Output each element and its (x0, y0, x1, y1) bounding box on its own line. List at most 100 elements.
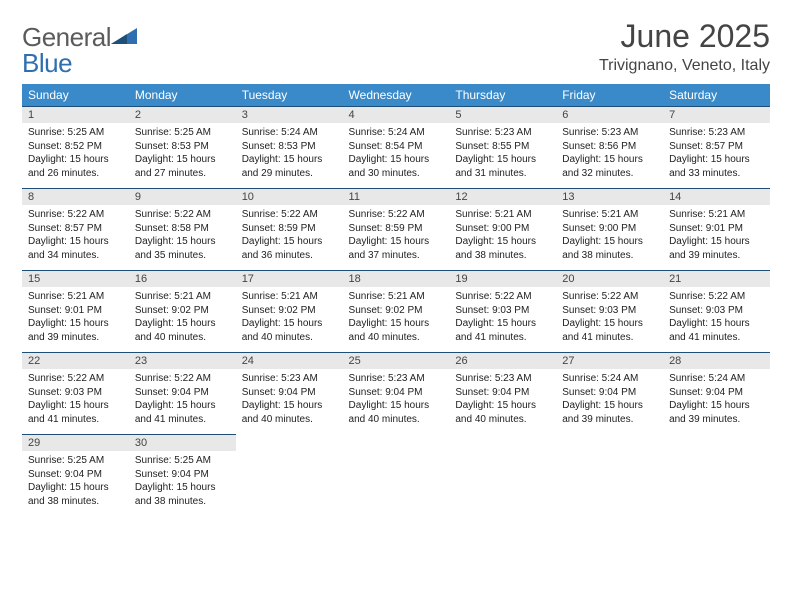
sunrise-text: Sunrise: 5:24 AM (349, 126, 444, 140)
daylight-text: Daylight: 15 hours and 39 minutes. (669, 235, 764, 262)
daylight-text: Daylight: 15 hours and 31 minutes. (455, 153, 550, 180)
day-info-cell (449, 451, 556, 516)
sunrise-text: Sunrise: 5:21 AM (349, 290, 444, 304)
header: General Blue June 2025 Trivignano, Venet… (22, 18, 770, 76)
daylight-text: Daylight: 15 hours and 41 minutes. (562, 317, 657, 344)
day-info-cell: Sunrise: 5:21 AMSunset: 9:02 PMDaylight:… (236, 287, 343, 353)
day-info-row: Sunrise: 5:25 AMSunset: 9:04 PMDaylight:… (22, 451, 770, 516)
sunset-text: Sunset: 9:00 PM (562, 222, 657, 236)
sunrise-text: Sunrise: 5:24 AM (242, 126, 337, 140)
day-number-cell: 16 (129, 271, 236, 288)
sunset-text: Sunset: 8:56 PM (562, 140, 657, 154)
sunrise-text: Sunrise: 5:25 AM (135, 454, 230, 468)
sunset-text: Sunset: 9:01 PM (28, 304, 123, 318)
sunrise-text: Sunrise: 5:23 AM (562, 126, 657, 140)
day-header: Wednesday (343, 84, 450, 107)
day-header: Saturday (663, 84, 770, 107)
day-header: Thursday (449, 84, 556, 107)
sunset-text: Sunset: 8:53 PM (135, 140, 230, 154)
day-number-cell: 30 (129, 435, 236, 452)
sunrise-text: Sunrise: 5:21 AM (562, 208, 657, 222)
daylight-text: Daylight: 15 hours and 30 minutes. (349, 153, 444, 180)
day-info-cell: Sunrise: 5:22 AMSunset: 8:58 PMDaylight:… (129, 205, 236, 271)
sunset-text: Sunset: 8:53 PM (242, 140, 337, 154)
day-info-cell: Sunrise: 5:24 AMSunset: 9:04 PMDaylight:… (663, 369, 770, 435)
day-number-cell: 10 (236, 189, 343, 206)
day-info-cell: Sunrise: 5:25 AMSunset: 9:04 PMDaylight:… (129, 451, 236, 516)
sunset-text: Sunset: 9:03 PM (562, 304, 657, 318)
daylight-text: Daylight: 15 hours and 36 minutes. (242, 235, 337, 262)
sunset-text: Sunset: 9:04 PM (455, 386, 550, 400)
day-info-cell: Sunrise: 5:22 AMSunset: 9:03 PMDaylight:… (449, 287, 556, 353)
sunset-text: Sunset: 9:04 PM (349, 386, 444, 400)
daylight-text: Daylight: 15 hours and 41 minutes. (28, 399, 123, 426)
day-number-row: 891011121314 (22, 189, 770, 206)
day-number-cell: 17 (236, 271, 343, 288)
sunset-text: Sunset: 9:04 PM (669, 386, 764, 400)
daylight-text: Daylight: 15 hours and 38 minutes. (135, 481, 230, 508)
sunset-text: Sunset: 9:02 PM (242, 304, 337, 318)
sunrise-text: Sunrise: 5:23 AM (455, 126, 550, 140)
daylight-text: Daylight: 15 hours and 41 minutes. (669, 317, 764, 344)
sunset-text: Sunset: 8:55 PM (455, 140, 550, 154)
sunrise-text: Sunrise: 5:24 AM (562, 372, 657, 386)
day-info-cell: Sunrise: 5:21 AMSunset: 9:00 PMDaylight:… (556, 205, 663, 271)
sunset-text: Sunset: 9:04 PM (28, 468, 123, 482)
calendar-table: Sunday Monday Tuesday Wednesday Thursday… (22, 84, 770, 516)
day-info-cell: Sunrise: 5:22 AMSunset: 8:59 PMDaylight:… (236, 205, 343, 271)
sunrise-text: Sunrise: 5:22 AM (562, 290, 657, 304)
day-number-cell: 5 (449, 107, 556, 124)
sunrise-text: Sunrise: 5:23 AM (669, 126, 764, 140)
day-info-cell: Sunrise: 5:21 AMSunset: 9:01 PMDaylight:… (22, 287, 129, 353)
sunrise-text: Sunrise: 5:25 AM (28, 126, 123, 140)
sunrise-text: Sunrise: 5:22 AM (455, 290, 550, 304)
day-number-cell: 6 (556, 107, 663, 124)
daylight-text: Daylight: 15 hours and 40 minutes. (135, 317, 230, 344)
day-info-cell: Sunrise: 5:23 AMSunset: 9:04 PMDaylight:… (343, 369, 450, 435)
daylight-text: Daylight: 15 hours and 32 minutes. (562, 153, 657, 180)
daylight-text: Daylight: 15 hours and 41 minutes. (135, 399, 230, 426)
day-number-row: 2930 (22, 435, 770, 452)
day-header: Sunday (22, 84, 129, 107)
sunrise-text: Sunrise: 5:22 AM (135, 208, 230, 222)
day-info-cell: Sunrise: 5:23 AMSunset: 8:55 PMDaylight:… (449, 123, 556, 189)
sunrise-text: Sunrise: 5:21 AM (669, 208, 764, 222)
day-info-cell: Sunrise: 5:21 AMSunset: 9:00 PMDaylight:… (449, 205, 556, 271)
daylight-text: Daylight: 15 hours and 39 minutes. (669, 399, 764, 426)
sunrise-text: Sunrise: 5:21 AM (135, 290, 230, 304)
sunset-text: Sunset: 8:52 PM (28, 140, 123, 154)
day-number-cell: 3 (236, 107, 343, 124)
daylight-text: Daylight: 15 hours and 29 minutes. (242, 153, 337, 180)
day-info-cell: Sunrise: 5:24 AMSunset: 8:53 PMDaylight:… (236, 123, 343, 189)
day-info-cell: Sunrise: 5:22 AMSunset: 9:03 PMDaylight:… (556, 287, 663, 353)
sunrise-text: Sunrise: 5:22 AM (28, 208, 123, 222)
sunrise-text: Sunrise: 5:23 AM (242, 372, 337, 386)
day-number-cell: 4 (343, 107, 450, 124)
sunrise-text: Sunrise: 5:22 AM (669, 290, 764, 304)
day-header: Tuesday (236, 84, 343, 107)
day-number-cell: 1 (22, 107, 129, 124)
logo: General Blue (22, 24, 137, 76)
sunset-text: Sunset: 8:57 PM (28, 222, 123, 236)
day-number-cell: 27 (556, 353, 663, 370)
sunset-text: Sunset: 9:01 PM (669, 222, 764, 236)
day-info-cell: Sunrise: 5:21 AMSunset: 9:02 PMDaylight:… (343, 287, 450, 353)
logo-word-2: Blue (22, 48, 72, 78)
day-info-cell (663, 451, 770, 516)
day-number-cell: 20 (556, 271, 663, 288)
sunrise-text: Sunrise: 5:21 AM (28, 290, 123, 304)
day-number-cell: 8 (22, 189, 129, 206)
day-info-cell: Sunrise: 5:23 AMSunset: 9:04 PMDaylight:… (236, 369, 343, 435)
day-info-row: Sunrise: 5:22 AMSunset: 8:57 PMDaylight:… (22, 205, 770, 271)
sunset-text: Sunset: 9:04 PM (135, 386, 230, 400)
day-info-cell: Sunrise: 5:25 AMSunset: 8:52 PMDaylight:… (22, 123, 129, 189)
sunrise-text: Sunrise: 5:21 AM (242, 290, 337, 304)
day-info-cell: Sunrise: 5:22 AMSunset: 9:03 PMDaylight:… (22, 369, 129, 435)
sunrise-text: Sunrise: 5:25 AM (28, 454, 123, 468)
day-number-cell: 11 (343, 189, 450, 206)
daylight-text: Daylight: 15 hours and 40 minutes. (242, 399, 337, 426)
day-number-row: 1234567 (22, 107, 770, 124)
sunset-text: Sunset: 9:00 PM (455, 222, 550, 236)
day-number-cell: 24 (236, 353, 343, 370)
day-number-cell: 14 (663, 189, 770, 206)
